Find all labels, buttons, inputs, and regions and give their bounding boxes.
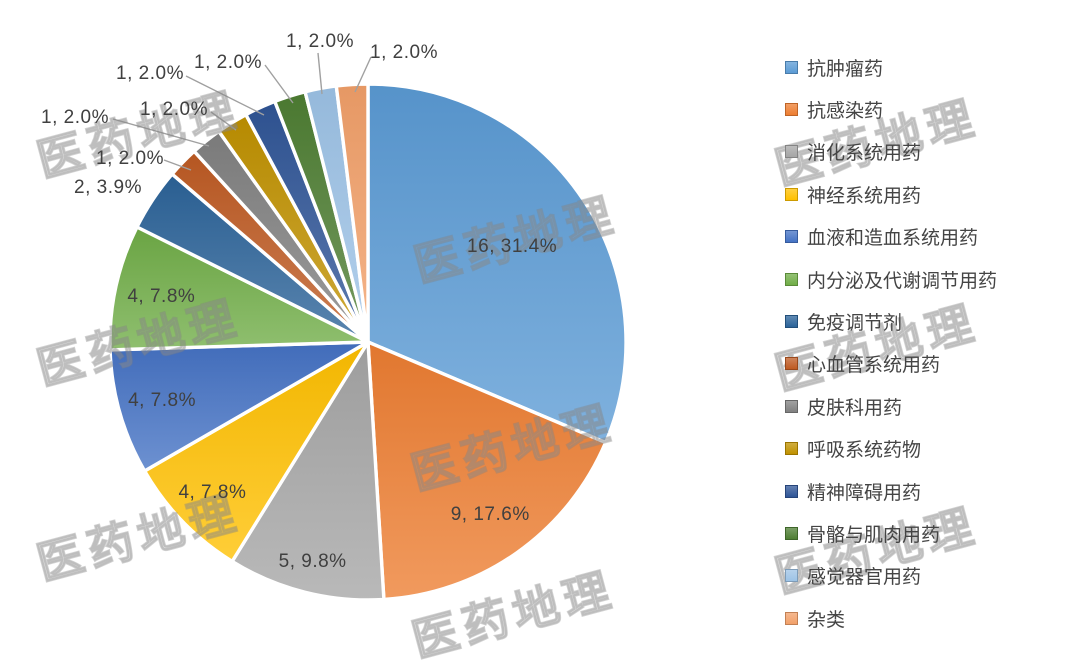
pie-slice-1[interactable]: [366, 82, 628, 445]
legend-label: 免疫调节剂: [807, 313, 903, 335]
legend-label: 精神障碍用药: [807, 482, 922, 504]
legend: 抗肿瘤药抗感染药消化系统用药 神经系统用药血液和造血系统用药 内分泌及代谢调节用药免…: [785, 46, 997, 639]
legend-item-14[interactable]: 杂类: [785, 597, 997, 639]
legend-swatch-icon: [785, 103, 798, 117]
label-leader-line: [210, 111, 237, 131]
legend-item-4[interactable]: 神经系统用药: [785, 173, 997, 215]
legend-item-6[interactable]: 内分泌及代谢调节用药: [785, 258, 997, 300]
legend-label: 内分泌及代谢调节用药: [807, 270, 998, 292]
legend-swatch-icon: [785, 145, 798, 159]
legend-swatch-icon: [785, 611, 798, 625]
label-leader-line: [185, 75, 265, 116]
label-leader-line: [163, 159, 192, 171]
label-leader-line: [317, 52, 323, 95]
legend-label: 骨骼与肌肉用药: [807, 524, 941, 546]
legend-item-11[interactable]: 精神障碍用药: [785, 470, 997, 512]
pie-slice-3[interactable]: [230, 340, 386, 602]
label-leader-line: [354, 56, 372, 93]
label-leader-line: [112, 118, 210, 147]
pie-slice-2[interactable]: [366, 340, 608, 602]
legend-item-10[interactable]: 呼吸系统药物: [785, 428, 997, 470]
pie-slice-4[interactable]: [142, 340, 370, 564]
legend-label: 抗肿瘤药: [807, 58, 884, 80]
legend-label: 心血管系统用药: [807, 355, 941, 377]
legend-swatch-icon: [785, 315, 798, 329]
legend-label: 血液和造血系统用药: [807, 228, 979, 250]
legend-label: 呼吸系统药物: [807, 440, 922, 462]
legend-label: 抗感染药: [807, 101, 884, 123]
legend-label: 神经系统用药: [807, 185, 922, 207]
legend-swatch-icon: [785, 484, 798, 498]
legend-item-13[interactable]: 感觉器官用药: [785, 555, 997, 597]
legend-swatch-icon: [785, 442, 798, 456]
legend-swatch-icon: [785, 187, 798, 201]
legend-swatch-icon: [785, 526, 798, 540]
legend-item-5[interactable]: 血液和造血系统用药: [785, 216, 997, 258]
legend-item-7[interactable]: 免疫调节剂: [785, 300, 997, 342]
legend-label: 消化系统用药: [807, 143, 922, 165]
legend-item-3[interactable]: 消化系统用药: [785, 131, 997, 173]
legend-label: 杂类: [807, 609, 846, 631]
legend-item-2[interactable]: 抗感染药: [785, 88, 997, 130]
legend-swatch-icon: [785, 60, 798, 74]
legend-swatch-icon: [785, 399, 798, 413]
pie-slice-6[interactable]: [108, 225, 370, 352]
legend-label: 皮肤科用药: [807, 397, 903, 419]
label-leader-line: [264, 64, 294, 104]
pie-slice-14[interactable]: [334, 82, 370, 344]
pie-slice-5[interactable]: [108, 340, 370, 473]
legend-swatch-icon: [785, 230, 798, 244]
legend-label: 感觉器官用药: [807, 567, 922, 589]
legend-item-1[interactable]: 抗肿瘤药: [785, 46, 997, 88]
legend-item-9[interactable]: 皮肤科用药: [785, 385, 997, 427]
legend-swatch-icon: [785, 569, 798, 583]
legend-item-8[interactable]: 心血管系统用药: [785, 343, 997, 385]
legend-item-12[interactable]: 骨骼与肌肉用药: [785, 512, 997, 554]
legend-swatch-icon: [785, 357, 798, 371]
legend-swatch-icon: [785, 272, 798, 286]
